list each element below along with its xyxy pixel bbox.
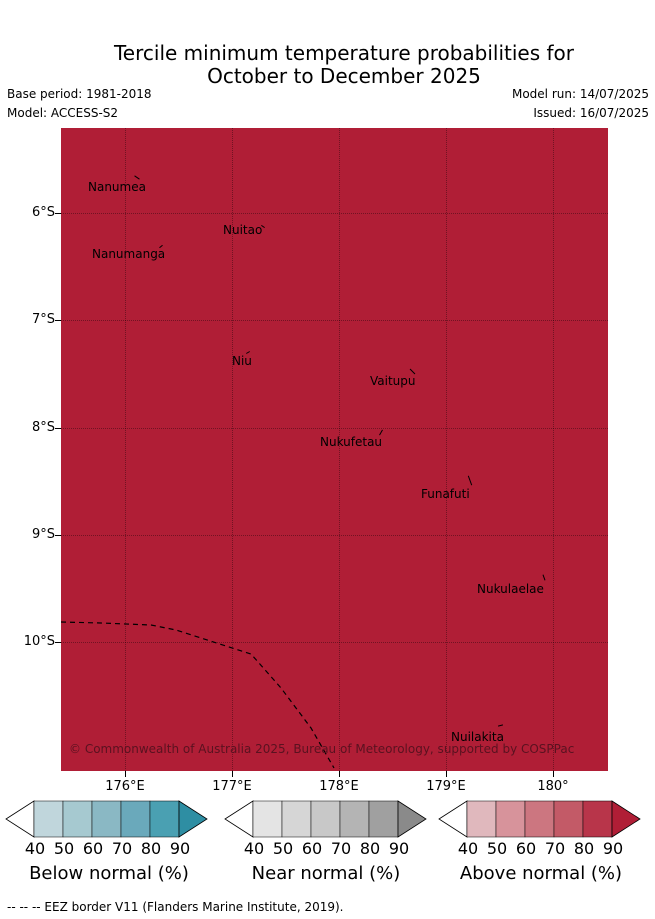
island-label-nuitao: Nuitao	[223, 223, 263, 237]
island-label-vaitupu: Vaitupu	[370, 374, 416, 388]
island-label-nanumea: Nanumea	[88, 180, 146, 194]
colorbar-segment	[582, 800, 613, 838]
colorbar-extend-low	[5, 800, 35, 838]
colorbar-label-below: Below normal (%)	[29, 863, 189, 884]
colorbar-tick-label: 70	[111, 839, 133, 858]
lat-label-8s: 8°S	[31, 420, 55, 435]
lat-tick	[55, 428, 61, 429]
colorbar-tick-label: 70	[330, 839, 352, 858]
probability-map: Nanumea Nuitao Nanumanga Niu Vaitupu Nuk…	[61, 128, 608, 771]
eez-footnote: -- -- -- EEZ border V11 (Flanders Marine…	[7, 900, 344, 914]
colorbar-segment	[368, 800, 399, 838]
colorbar-segment	[524, 800, 555, 838]
lon-label-180: 180°	[537, 779, 569, 794]
gridline-lat	[61, 213, 608, 214]
issued-date: Issued: 16/07/2025	[533, 106, 649, 120]
lon-tick	[339, 771, 340, 777]
lon-tick	[232, 771, 233, 777]
lat-tick	[55, 642, 61, 643]
colorbar-segment	[281, 800, 312, 838]
colorbar-label-near: Near normal (%)	[251, 863, 401, 884]
colorbar-tick-label: 60	[82, 839, 104, 858]
lat-label-6s: 6°S	[31, 205, 55, 220]
island-label-niu: Niu	[232, 354, 252, 368]
colorbar-tick-label: 50	[272, 839, 294, 858]
colorbar-segment	[466, 800, 497, 838]
island-label-nanumanga: Nanumanga	[92, 247, 166, 261]
colorbar-tick-label: 40	[243, 839, 265, 858]
colorbar-tick-label: 80	[359, 839, 381, 858]
gridline-lon	[553, 128, 554, 771]
colorbar-tick-label: 50	[486, 839, 508, 858]
model-run: Model run: 14/07/2025	[511, 87, 649, 101]
colorbar-extend-low	[438, 800, 468, 838]
colorbar-extend-high	[611, 800, 641, 838]
colorbar-tick-label: 90	[169, 839, 191, 858]
gridline-lon	[339, 128, 340, 771]
colorbar-below-normal	[5, 800, 208, 838]
lon-tick	[125, 771, 126, 777]
colorbar-extend-low	[224, 800, 254, 838]
gridline-lat	[61, 535, 608, 536]
lon-tick	[446, 771, 447, 777]
colorbar-extend-high	[397, 800, 427, 838]
colorbar-segment	[91, 800, 122, 838]
chart-title-line2: October to December 2025	[207, 64, 481, 88]
island-label-nuilakita: Nuilakita	[451, 730, 504, 744]
eez-border	[61, 621, 335, 769]
lat-label-10s: 10°S	[23, 634, 55, 649]
colorbar-segment	[553, 800, 584, 838]
colorbar-tick-label: 70	[544, 839, 566, 858]
gridline-lat	[61, 642, 608, 643]
colorbar-tick-label: 60	[301, 839, 323, 858]
colorbar-extend-high	[178, 800, 208, 838]
gridline-lat	[61, 428, 608, 429]
chart-title-line1: Tercile minimum temperature probabilitie…	[113, 41, 575, 65]
colorbar-segment	[149, 800, 180, 838]
colorbar-segment	[495, 800, 526, 838]
copyright-notice: © Commonwealth of Australia 2025, Bureau…	[69, 742, 575, 756]
base-period: Base period: 1981-2018	[7, 87, 152, 101]
colorbar-segment	[62, 800, 93, 838]
colorbar-tick-label: 50	[53, 839, 75, 858]
colorbar-label-above: Above normal (%)	[459, 863, 623, 884]
colorbar-tick-label: 90	[388, 839, 410, 858]
lat-tick	[55, 535, 61, 536]
model-name: Model: ACCESS-S2	[7, 106, 119, 120]
lat-label-7s: 7°S	[31, 312, 55, 327]
lon-label-177e: 177°E	[212, 779, 252, 794]
lon-label-179e: 179°E	[426, 779, 466, 794]
gridline-lon	[232, 128, 233, 771]
lon-label-176e: 176°E	[105, 779, 145, 794]
colorbar-near-normal	[224, 800, 427, 838]
lon-label-178e: 178°E	[319, 779, 359, 794]
island-label-nukufetau: Nukufetau	[320, 435, 383, 449]
colorbar-tick-label: 40	[24, 839, 46, 858]
colorbar-segment	[252, 800, 283, 838]
island-label-funafuti: Funafuti	[421, 487, 470, 501]
colorbar-tick-label: 40	[457, 839, 479, 858]
island-label-nukulaelae: Nukulaelae	[477, 582, 544, 596]
colorbar-tick-label: 60	[515, 839, 537, 858]
colorbar-tick-label: 90	[602, 839, 624, 858]
colorbar-segment	[120, 800, 151, 838]
colorbar-segment	[310, 800, 341, 838]
lat-tick	[55, 320, 61, 321]
colorbar-segment	[339, 800, 370, 838]
lat-label-9s: 9°S	[31, 527, 55, 542]
lat-tick	[55, 213, 61, 214]
colorbar-tick-label: 80	[573, 839, 595, 858]
gridline-lon	[446, 128, 447, 771]
colorbar-above-normal	[438, 800, 641, 838]
gridline-lon	[125, 128, 126, 771]
gridline-lat	[61, 320, 608, 321]
lon-tick	[553, 771, 554, 777]
colorbar-segment	[33, 800, 64, 838]
colorbar-tick-label: 80	[140, 839, 162, 858]
